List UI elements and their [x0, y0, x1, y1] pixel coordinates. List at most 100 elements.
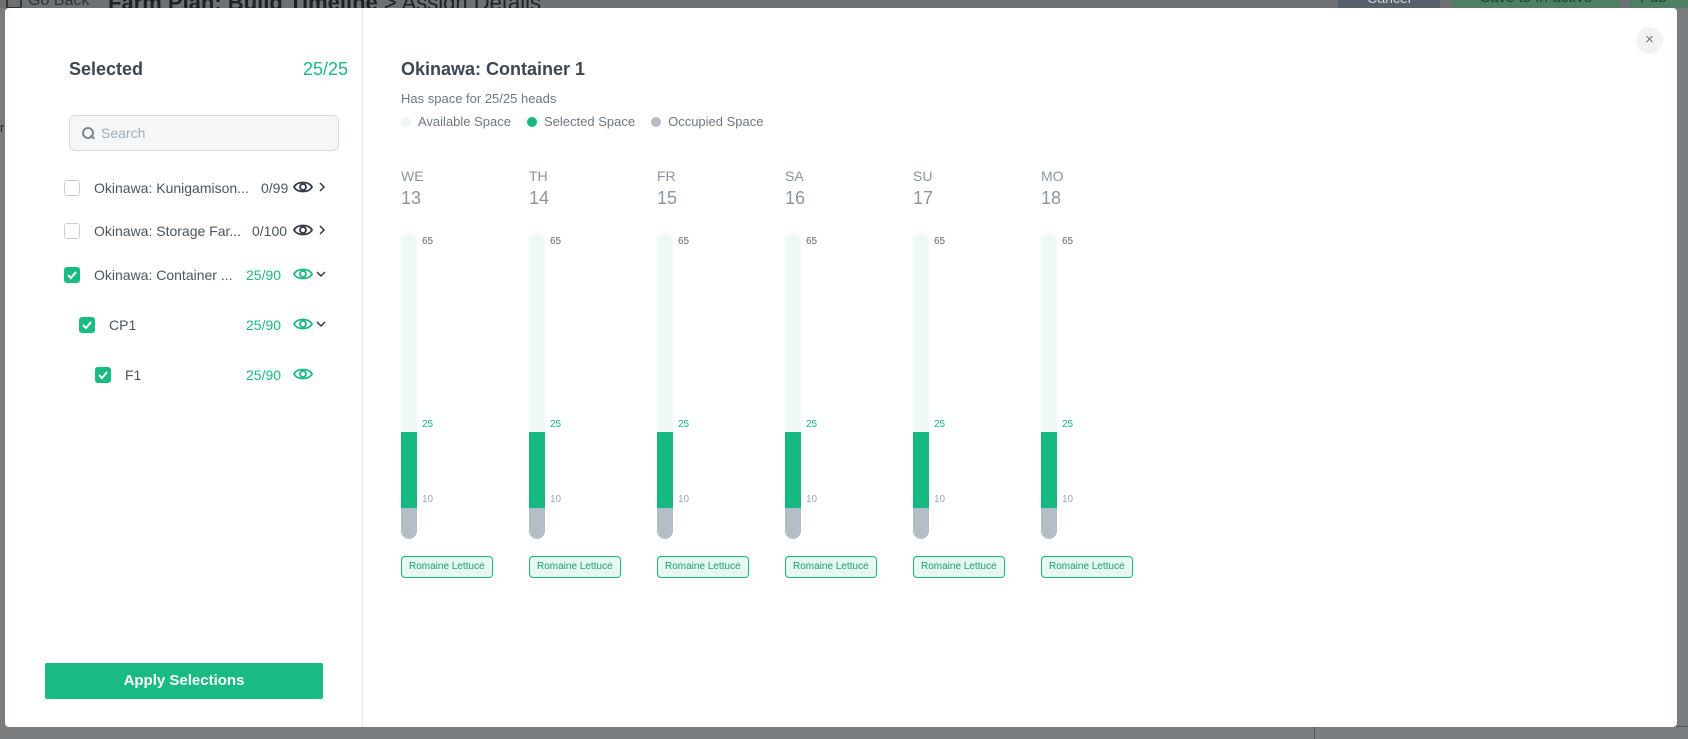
crop-tag[interactable]: Romaine Lettuce: [785, 556, 877, 578]
tree-item-container[interactable]: Okinawa: Container ...: [64, 263, 233, 287]
selected-segment: [529, 432, 545, 508]
tree-item-f1[interactable]: F1: [95, 363, 141, 387]
tree-item-label: CP1: [109, 317, 137, 333]
day-abbr: SU: [913, 168, 933, 184]
tree-item-count: 25/90: [246, 317, 282, 333]
selected-segment: [913, 432, 929, 508]
selected-count: 25/25: [302, 59, 348, 79]
capacity-bar: [401, 234, 417, 539]
max-tick: 65: [678, 236, 690, 247]
day-number: 15: [657, 188, 678, 208]
selected-dot: [527, 116, 537, 127]
day-column: MO 18 65 25 10 Romaine Lettuce: [1041, 168, 1141, 588]
tree-item-count: 0/100: [252, 223, 288, 239]
day-number: 14: [529, 188, 550, 208]
search-input[interactable]: [101, 125, 321, 141]
day-abbr: SA: [785, 168, 804, 184]
eye-icon[interactable]: [293, 267, 313, 281]
tree-item-count: 25/90: [246, 267, 282, 283]
background-publish-button: Pub: [1630, 0, 1688, 8]
legend: Available Space Selected Space Occupied …: [401, 114, 779, 129]
legend-item-available: Available Space: [401, 114, 511, 129]
occupied-segment: [1041, 508, 1057, 539]
selected-tick: 25: [550, 419, 562, 430]
chevron-down-icon[interactable]: [316, 319, 326, 329]
tree-item-kunigamison[interactable]: Okinawa: Kunigamison...: [64, 176, 249, 200]
crop-tag[interactable]: Romaine Lettuce: [1041, 556, 1133, 578]
day-column: SU 17 65 25 10 Romaine Lettuce: [913, 168, 1013, 588]
eye-icon[interactable]: [293, 223, 313, 237]
crop-tag[interactable]: Romaine Lettuce: [529, 556, 621, 578]
search-box[interactable]: [69, 115, 339, 151]
chevron-right-icon[interactable]: [317, 225, 327, 235]
day-number: 16: [785, 188, 806, 208]
background-save-button: Save to In-active: [1452, 0, 1620, 8]
capacity-bar: [1041, 234, 1057, 539]
occupied-dot: [651, 116, 662, 127]
selected-segment: [1041, 432, 1057, 508]
day-abbr: TH: [529, 168, 548, 184]
tree-item-label: Okinawa: Container ...: [94, 267, 233, 283]
available-dot: [401, 116, 411, 127]
eye-icon[interactable]: [293, 317, 313, 331]
selected-segment: [401, 432, 417, 508]
day-abbr: FR: [657, 168, 676, 184]
checkbox[interactable]: [64, 267, 80, 283]
capacity-bar: [657, 234, 673, 539]
tree-item-cp1[interactable]: CP1: [79, 313, 136, 337]
chevron-down-icon[interactable]: [316, 269, 326, 279]
selected-tick: 25: [1062, 419, 1074, 430]
crop-tag[interactable]: Romaine Lettuce: [401, 556, 493, 578]
max-tick: 65: [806, 236, 818, 247]
capacity-subtitle: Has space for 25/25 heads: [401, 91, 557, 106]
capacity-bar: [913, 234, 929, 539]
selection-panel: Selected 25/25 Okinawa: Kunigamison... 0…: [5, 8, 363, 727]
legend-item-occupied: Occupied Space: [651, 114, 763, 129]
selected-tick: 25: [422, 419, 434, 430]
tree-item-storage-farm[interactable]: Okinawa: Storage Far...: [64, 219, 241, 243]
day-number: 17: [913, 188, 934, 208]
background-edge-text: r: [0, 120, 5, 135]
checkbox[interactable]: [79, 317, 95, 333]
go-back-label: Go Back: [28, 0, 90, 9]
search-icon: [82, 127, 94, 139]
max-tick: 65: [550, 236, 562, 247]
eye-icon[interactable]: [293, 367, 313, 381]
selected-title: Selected: [69, 59, 144, 79]
tree-item-count: 25/90: [246, 367, 282, 383]
capacity-bar: [785, 234, 801, 539]
occupied-tick: 10: [422, 494, 434, 505]
eye-icon[interactable]: [293, 180, 313, 194]
max-tick: 65: [1062, 236, 1074, 247]
selected-tick: 25: [806, 419, 818, 430]
background-cancel-button: Cancel: [1338, 0, 1440, 8]
assign-modal: × Selected 25/25 Okinawa: Kunigamison...…: [5, 8, 1677, 727]
legend-item-selected: Selected Space: [527, 114, 635, 129]
day-column: SA 16 65 25 10 Romaine Lettuce: [785, 168, 885, 588]
day-column: FR 15 65 25 10 Romaine Lettuce: [657, 168, 757, 588]
occupied-tick: 10: [934, 494, 946, 505]
occupied-segment: [913, 508, 929, 539]
day-number: 13: [401, 188, 422, 208]
selected-tick: 25: [934, 419, 946, 430]
checkbox[interactable]: [95, 367, 111, 383]
occupied-tick: 10: [806, 494, 818, 505]
occupied-tick: 10: [550, 494, 562, 505]
selected-tick: 25: [678, 419, 690, 430]
occupied-segment: [529, 508, 545, 539]
day-abbr: MO: [1041, 168, 1064, 184]
chevron-right-icon[interactable]: [317, 182, 327, 192]
checkbox[interactable]: [64, 180, 80, 196]
tree-item-label: Okinawa: Storage Far...: [94, 223, 242, 239]
crop-tag[interactable]: Romaine Lettuce: [657, 556, 749, 578]
checkbox[interactable]: [64, 223, 80, 239]
background-divider-vertical: [1314, 726, 1315, 739]
day-column: WE 13 65 25 10 Romaine Lettuce: [401, 168, 501, 588]
crop-tag[interactable]: Romaine Lettuce: [913, 556, 1005, 578]
occupied-segment: [785, 508, 801, 539]
tree-item-label: F1: [125, 367, 142, 383]
close-button[interactable]: ×: [1636, 27, 1663, 54]
capacity-panel: Okinawa: Container 1 Has space for 25/25…: [363, 8, 1677, 727]
apply-selections-button[interactable]: Apply Selections: [45, 663, 323, 699]
occupied-tick: 10: [678, 494, 690, 505]
